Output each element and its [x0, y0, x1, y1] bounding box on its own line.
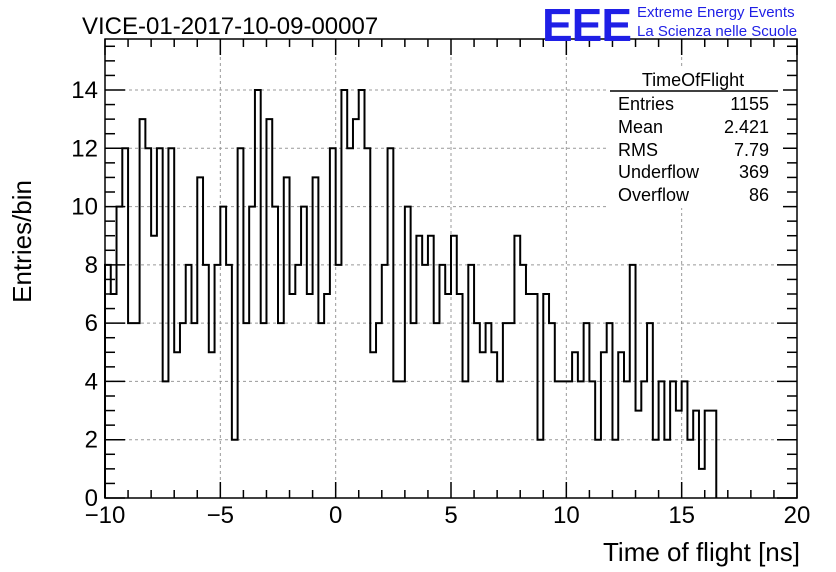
histogram-bin	[192, 323, 198, 498]
x-tick-label: 0	[329, 502, 342, 529]
histogram-bin	[318, 323, 324, 498]
histogram-bin	[411, 323, 417, 498]
histogram-bin	[174, 352, 180, 498]
x-tick-labels: −10 −5 0 5 10 15 20	[85, 502, 811, 529]
histogram-bin	[359, 90, 365, 498]
stats-title: TimeOfFlight	[642, 70, 744, 90]
stats-underflow-label: Underflow	[618, 162, 700, 182]
histogram-bin	[434, 323, 440, 498]
histogram-bin	[151, 236, 157, 498]
stats-mean-value: 2.421	[724, 117, 769, 137]
x-tick-label: −10	[85, 502, 126, 529]
x-tick-label: 20	[784, 502, 811, 529]
histogram-bin	[278, 323, 284, 498]
histogram-bin	[290, 294, 296, 498]
eee-logo: EEE	[542, 0, 632, 51]
y-tick-label: 8	[85, 252, 98, 279]
histogram-bin	[243, 323, 249, 498]
histogram-bin	[676, 411, 682, 498]
x-axis-label: Time of flight [ns]	[603, 537, 800, 567]
histogram-bin	[128, 323, 134, 498]
histogram-bin	[324, 294, 330, 498]
histogram-bin	[134, 323, 140, 498]
histogram-bin	[232, 440, 238, 498]
histogram-bin	[653, 440, 659, 498]
stats-rms-value: 7.79	[734, 140, 769, 160]
stats-mean-label: Mean	[618, 117, 663, 137]
x-tick-label: 10	[553, 502, 580, 529]
histogram-bin	[595, 440, 601, 498]
stats-entries-value: 1155	[730, 94, 769, 114]
histogram-bin	[526, 294, 532, 498]
histogram-bin	[636, 411, 642, 498]
brand-line-2: La Scienza nelle Scuole	[637, 23, 798, 40]
histogram-outline	[104, 89, 718, 498]
y-tick-label: 14	[71, 77, 98, 104]
y-tick-labels: 0 2 4 6 8 10 12 14	[71, 77, 98, 512]
histogram-bin	[480, 352, 486, 498]
histogram-bin	[699, 469, 705, 498]
stats-underflow-value: 369	[739, 162, 769, 182]
y-tick-label: 6	[85, 310, 98, 337]
x-tick-label: 15	[668, 502, 695, 529]
histogram-bin	[612, 440, 618, 498]
histogram-bin	[687, 440, 693, 498]
stats-entries-label: Entries	[618, 94, 674, 114]
brand-line-1: Extreme Energy Events	[637, 4, 795, 21]
y-axis-label: Entries/bin	[7, 180, 37, 303]
y-tick-label: 10	[71, 194, 98, 221]
histogram-bin	[509, 323, 515, 498]
histogram-bin	[209, 352, 215, 498]
histogram-bin	[370, 352, 376, 498]
x-tick-label: 5	[444, 502, 457, 529]
chart-title: VICE-01-2017-10-09-00007	[82, 13, 378, 40]
y-tick-label: 2	[85, 427, 98, 454]
stats-rms-label: RMS	[618, 140, 658, 160]
y-tick-label: 0	[85, 485, 98, 512]
y-tick-label: 12	[71, 135, 98, 162]
histogram-bin	[261, 323, 267, 498]
histogram-bin	[353, 119, 359, 498]
stats-box: TimeOfFlight Entries 1155 Mean 2.421 RMS…	[608, 68, 783, 208]
stats-overflow-label: Overflow	[618, 185, 690, 205]
histogram-bin	[538, 440, 544, 498]
histogram-bin	[307, 294, 313, 498]
histogram-bin	[664, 440, 670, 498]
stats-overflow-value: 86	[749, 185, 769, 205]
y-tick-label: 4	[85, 368, 98, 395]
histogram-bin	[445, 294, 451, 498]
x-tick-label: −5	[207, 502, 234, 529]
